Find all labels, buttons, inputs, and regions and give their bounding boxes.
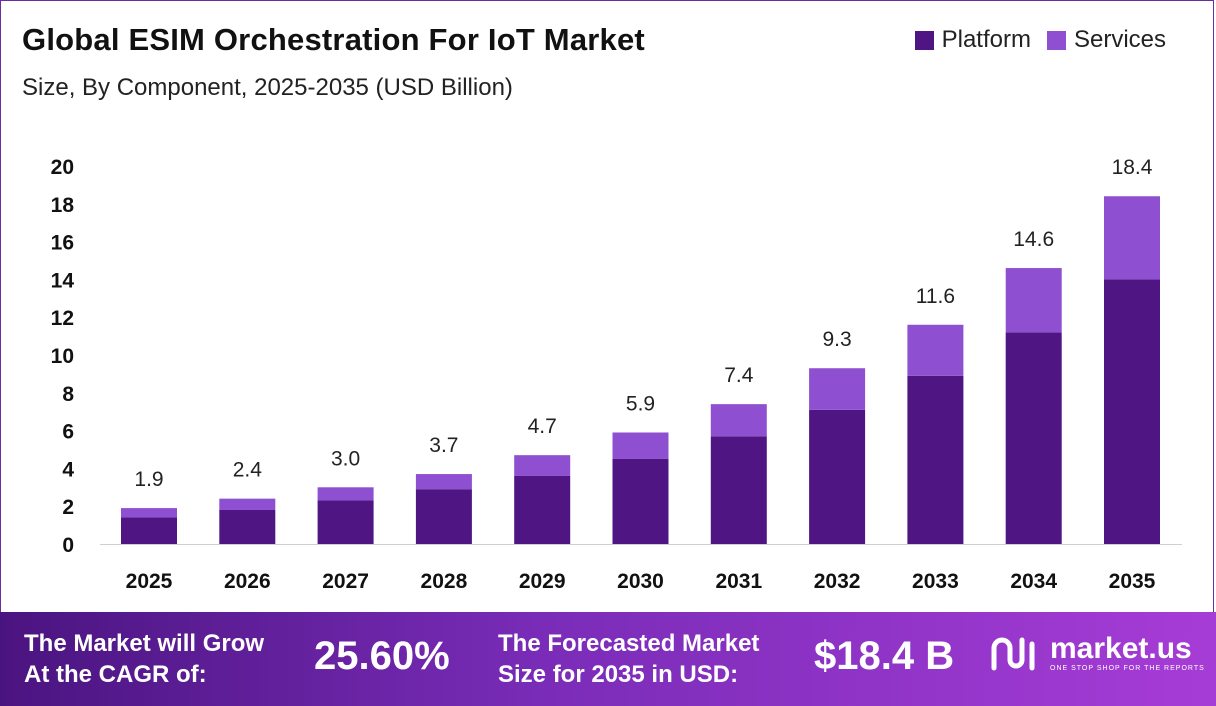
y-tick-label: 6 xyxy=(62,421,74,444)
bar-platform-2029 xyxy=(514,475,571,544)
y-tick-label: 14 xyxy=(51,269,75,292)
cagr-value: 25.60% xyxy=(314,634,450,678)
bar-platform-2032 xyxy=(809,409,866,544)
bar-services-2035 xyxy=(1104,196,1160,280)
legend-item-services: Services xyxy=(1046,26,1166,54)
bar-total-label: 9.3 xyxy=(822,328,851,351)
x-tick-label: 2028 xyxy=(421,570,468,593)
bar-services-2025 xyxy=(121,508,177,518)
x-tick-label: 2029 xyxy=(519,570,566,593)
bar-platform-2030 xyxy=(612,458,669,544)
y-tick-label: 18 xyxy=(51,194,75,217)
legend-label-services: Services xyxy=(1073,26,1166,53)
logo-name: market.us xyxy=(1050,632,1192,665)
bar-total-label: 4.7 xyxy=(528,415,557,438)
bar-services-2030 xyxy=(612,432,669,459)
legend-swatch-platform xyxy=(914,30,934,50)
cagr-label-line1: The Market will Grow xyxy=(24,630,265,657)
bar-services-2034 xyxy=(1005,268,1062,333)
forecast-label: The Forecasted Market Size for 2035 in U… xyxy=(498,628,759,690)
bar-platform-2035 xyxy=(1104,279,1160,544)
y-tick-label: 12 xyxy=(51,307,74,330)
forecast-label-line1: The Forecasted Market xyxy=(498,630,760,657)
bar-total-label: 3.7 xyxy=(429,434,458,457)
x-tick-label: 2027 xyxy=(322,570,369,593)
legend-item-platform: Platform xyxy=(914,26,1031,54)
y-tick-label: 16 xyxy=(51,232,74,255)
x-tick-label: 2030 xyxy=(617,570,664,593)
bar-services-2028 xyxy=(415,474,472,490)
bar-platform-2028 xyxy=(415,489,472,544)
forecast-label-line2: Size for 2035 in USD: xyxy=(498,661,739,688)
cagr-label: The Market will Grow At the CAGR of: xyxy=(24,628,264,690)
x-tick-label: 2034 xyxy=(1010,570,1057,593)
bar-platform-2026 xyxy=(219,509,276,544)
y-tick-label: 20 xyxy=(51,156,74,179)
y-tick-label: 0 xyxy=(62,534,74,557)
market-us-logo: market.us ONE STOP SHOP FOR THE REPORTS xyxy=(990,634,1205,674)
legend-swatch-services xyxy=(1046,30,1066,50)
bar-total-label: 18.4 xyxy=(1112,156,1153,179)
cagr-label-line2: At the CAGR of: xyxy=(24,661,207,688)
chart-title: Global ESIM Orchestration For IoT Market xyxy=(22,22,645,57)
y-tick-label: 8 xyxy=(62,383,74,406)
bar-total-label: 1.9 xyxy=(134,468,163,491)
legend-label-platform: Platform xyxy=(941,26,1031,53)
legend: Platform Services xyxy=(899,26,1166,54)
bar-total-label: 7.4 xyxy=(724,364,754,387)
bar-chart: 0 2 4 6 8 10 12 14 16 18 20 1.9 2025 2.4 2026 3.0 2027 3.… xyxy=(51,156,1182,593)
y-tick-label: 4 xyxy=(62,458,74,481)
y-tick-label: 10 xyxy=(51,345,74,368)
bar-total-label: 11.6 xyxy=(916,285,955,308)
forecast-value: $18.4 B xyxy=(814,634,955,678)
x-tick-label: 2035 xyxy=(1109,570,1156,593)
bar-total-label: 2.4 xyxy=(233,459,263,482)
bar-platform-2027 xyxy=(317,500,374,544)
logo-tagline: ONE STOP SHOP FOR THE REPORTS xyxy=(1050,665,1205,672)
footer-banner: The Market will Grow At the CAGR of: 25.… xyxy=(0,612,1216,706)
market-us-logo-icon xyxy=(991,637,1035,671)
bar-services-2033 xyxy=(907,324,964,376)
bar-total-label: 3.0 xyxy=(331,447,360,470)
bar-services-2032 xyxy=(809,368,866,410)
bar-platform-2033 xyxy=(907,375,964,544)
bar-services-2029 xyxy=(514,455,571,476)
bar-platform-2025 xyxy=(121,517,177,544)
bar-platform-2034 xyxy=(1005,332,1062,544)
x-tick-label: 2026 xyxy=(224,570,271,593)
bar-platform-2031 xyxy=(710,436,767,544)
y-tick-label: 2 xyxy=(62,496,74,519)
x-tick-label: 2031 xyxy=(715,570,762,593)
x-tick-label: 2032 xyxy=(814,570,861,593)
chart-subtitle: Size, By Component, 2025-2035 (USD Billi… xyxy=(22,74,513,101)
bar-total-label: 5.9 xyxy=(626,392,655,415)
bar-services-2031 xyxy=(710,404,767,437)
x-tick-label: 2025 xyxy=(126,570,173,593)
bar-total-label: 14.6 xyxy=(1013,228,1054,251)
x-tick-label: 2033 xyxy=(912,570,959,593)
bar-services-2026 xyxy=(219,498,276,510)
bar-services-2027 xyxy=(317,487,374,501)
